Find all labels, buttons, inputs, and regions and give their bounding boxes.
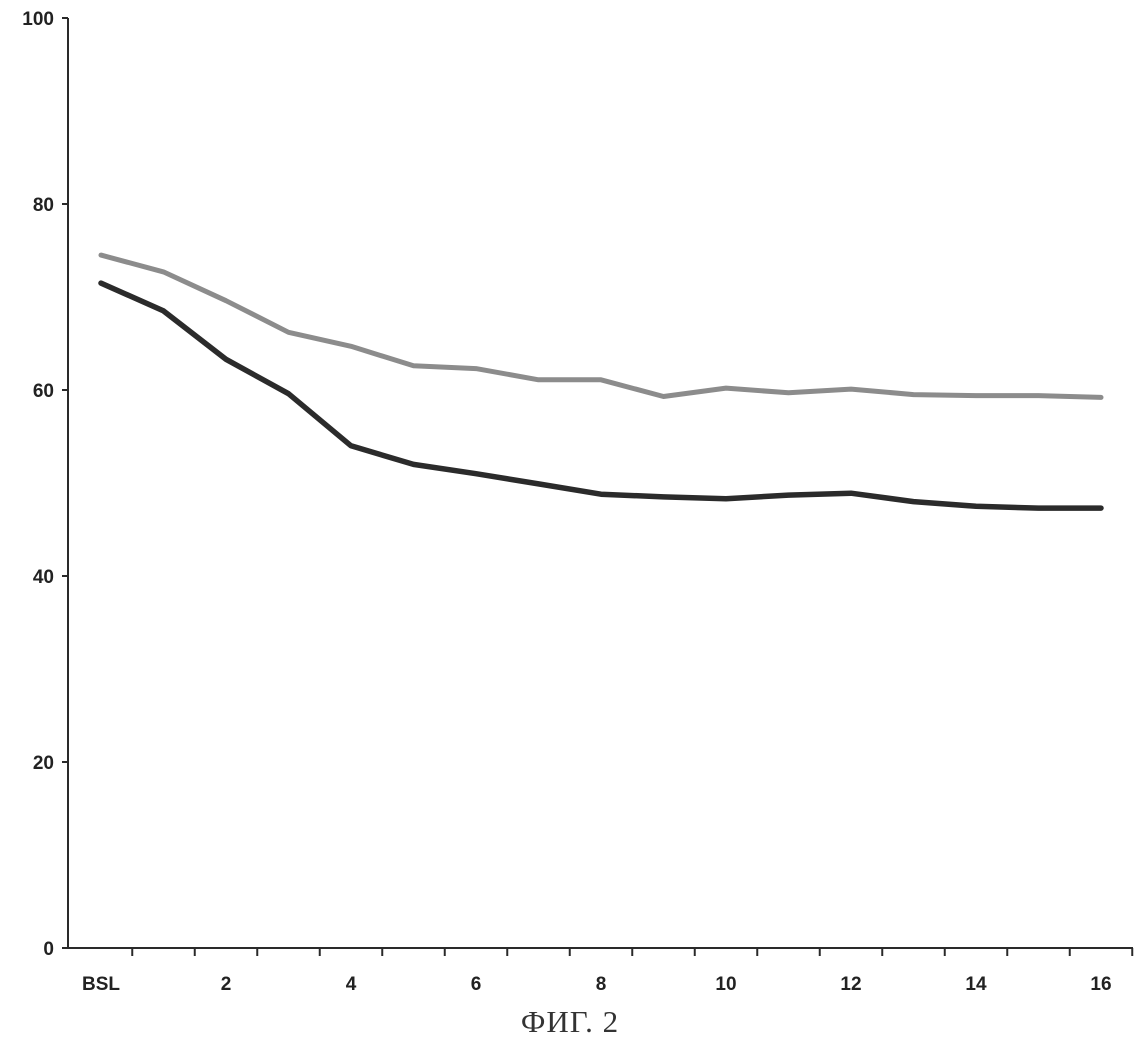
x-tick-label: 16	[1090, 974, 1111, 995]
x-tick-label: 10	[715, 974, 736, 995]
y-tick-label: 0	[43, 939, 54, 960]
figure-caption: ФИГ. 2	[0, 1004, 1140, 1040]
y-tick-label: 60	[33, 381, 54, 402]
x-tick-label: 4	[346, 974, 357, 995]
x-tick-label: 12	[840, 974, 861, 995]
y-tick-label: 100	[22, 9, 54, 30]
x-tick-label: 14	[965, 974, 987, 995]
x-tick-label: 8	[596, 974, 607, 995]
line-chart: 0 20 40 60 80 100 BSL 2 4 6 8 10 12 14 16	[0, 0, 1140, 1000]
x-tick-label: BSL	[82, 974, 120, 995]
x-tick-label: 6	[471, 974, 482, 995]
y-tick-label: 80	[33, 195, 54, 216]
x-tick-label: 2	[221, 974, 232, 995]
y-tick-label: 20	[33, 753, 54, 774]
series-group	[101, 255, 1101, 508]
y-tick-label: 40	[33, 567, 54, 588]
axes: 0 20 40 60 80 100 BSL 2 4 6 8 10 12 14 16	[22, 9, 1133, 995]
